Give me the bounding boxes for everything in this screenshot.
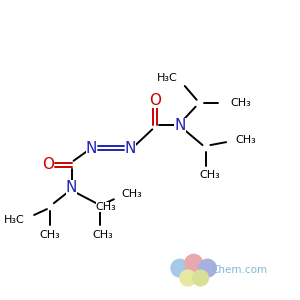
Text: CH₃: CH₃ (199, 169, 220, 180)
Text: O: O (149, 93, 161, 108)
Text: CH₃: CH₃ (96, 202, 116, 212)
Text: CH₃: CH₃ (93, 230, 113, 240)
Circle shape (185, 254, 203, 272)
Circle shape (180, 270, 196, 286)
Circle shape (171, 259, 189, 277)
Text: H₃C: H₃C (4, 215, 24, 225)
Text: O: O (42, 157, 54, 172)
Text: H₃C: H₃C (157, 73, 178, 83)
Text: CH₃: CH₃ (40, 230, 60, 240)
Text: N: N (174, 118, 186, 133)
Text: N: N (125, 140, 136, 155)
Text: N: N (66, 180, 77, 195)
Circle shape (193, 270, 208, 286)
Text: CH₃: CH₃ (122, 189, 142, 199)
Text: CH₃: CH₃ (235, 135, 256, 145)
Text: N: N (85, 140, 97, 155)
Text: Chem.com: Chem.com (211, 265, 267, 275)
Circle shape (199, 259, 216, 277)
Text: CH₃: CH₃ (230, 98, 251, 108)
